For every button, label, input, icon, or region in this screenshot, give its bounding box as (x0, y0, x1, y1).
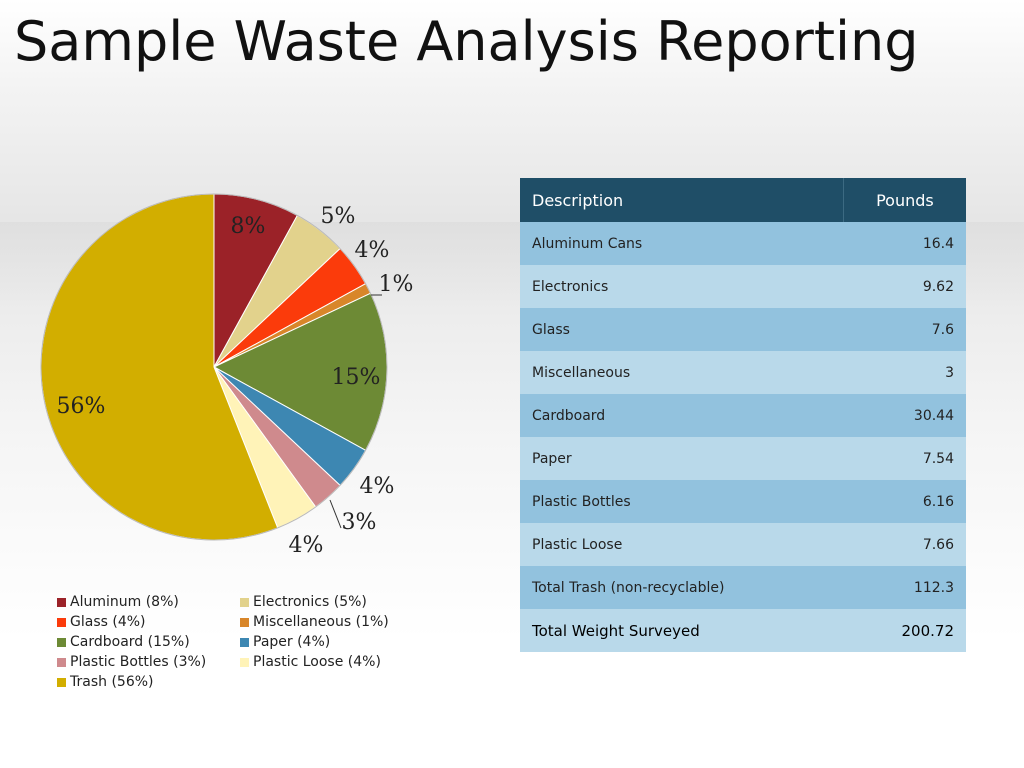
legend-item-cardboard: Cardboard (15%) (57, 632, 190, 652)
table-row: Electronics 9.62 (520, 265, 966, 308)
chart-legend: Aluminum (8%) Electronics (5%) Glass (4%) M… (57, 592, 417, 697)
cell-pounds: 3 (843, 351, 966, 394)
table-row: Plastic Loose 7.66 (520, 523, 966, 566)
legend-item-aluminum: Aluminum (8%) (57, 592, 179, 612)
cell-pounds: 7.66 (843, 523, 966, 566)
legend-item-glass: Glass (4%) (57, 612, 146, 632)
cell-description: Cardboard (520, 394, 844, 437)
table-row: Total Trash (non-recyclable) 112.3 (520, 566, 966, 609)
cell-description: Miscellaneous (520, 351, 844, 394)
pie-rim (40, 193, 388, 541)
table-row: Miscellaneous 3 (520, 351, 966, 394)
legend-swatch (57, 617, 66, 627)
cell-pounds: 30.44 (843, 394, 966, 437)
legend-item-electronics: Electronics (5%) (240, 592, 367, 612)
legend-label: Aluminum (8%) (70, 594, 179, 610)
legend-swatch (57, 657, 66, 667)
cell-pounds: 7.54 (843, 437, 966, 480)
legend-label: Glass (4%) (70, 614, 146, 630)
table-total-row: Total Weight Surveyed 200.72 (520, 609, 966, 652)
legend-swatch (240, 597, 249, 607)
legend-swatch (57, 637, 66, 647)
table-row: Cardboard 30.44 (520, 394, 966, 437)
legend-label: Paper (4%) (253, 634, 331, 650)
legend-label: Plastic Loose (4%) (253, 654, 381, 670)
data-label-aluminum: 8% (231, 214, 266, 239)
data-label-plastic-loose: 4% (289, 533, 324, 558)
data-label-trash: 56% (57, 394, 106, 419)
header-pounds: Pounds (842, 178, 966, 222)
legend-label: Miscellaneous (1%) (253, 614, 389, 630)
cell-description: Paper (520, 437, 844, 480)
legend-label: Trash (56%) (70, 674, 154, 690)
cell-description: Glass (520, 308, 844, 351)
data-label-electronics: 5% (321, 204, 356, 229)
cell-description: Aluminum Cans (520, 222, 844, 265)
legend-item-paper: Paper (4%) (240, 632, 330, 652)
waste-table: Description Pounds Aluminum Cans 16.4 Elec… (520, 178, 966, 652)
table-row: Paper 7.54 (520, 437, 966, 480)
slide-title: Sample Waste Analysis Reporting (14, 10, 919, 73)
legend-label: Cardboard (15%) (70, 634, 190, 650)
legend-item-miscellaneous: Miscellaneous (1%) (240, 612, 389, 632)
cell-description: Electronics (520, 265, 844, 308)
cell-description: Plastic Loose (520, 523, 844, 566)
pie-chart: 8% 5% 4% 1% 15% 4% 3% 4% 56% (40, 193, 414, 558)
total-label: Total Weight Surveyed (520, 609, 844, 652)
leader-line-plastic-bottles (329, 499, 342, 529)
table-row: Glass 7.6 (520, 308, 966, 351)
cell-description: Plastic Bottles (520, 480, 844, 523)
table-row: Plastic Bottles 6.16 (520, 480, 966, 523)
cell-pounds: 6.16 (843, 480, 966, 523)
header-description: Description (520, 178, 844, 222)
table-row: Aluminum Cans 16.4 (520, 222, 966, 265)
cell-pounds: 7.6 (843, 308, 966, 351)
cell-pounds: 112.3 (843, 566, 966, 609)
data-label-plastic-bottles: 3% (342, 510, 377, 535)
legend-label: Plastic Bottles (3%) (70, 654, 207, 670)
cell-pounds: 16.4 (843, 222, 966, 265)
legend-label: Electronics (5%) (253, 594, 367, 610)
legend-swatch (240, 617, 249, 627)
data-label-glass: 4% (355, 238, 390, 263)
data-label-cardboard: 15% (332, 365, 381, 390)
data-label-paper: 4% (360, 474, 395, 499)
legend-item-trash: Trash (56%) (57, 672, 154, 692)
cell-description: Total Trash (non-recyclable) (520, 566, 844, 609)
total-value: 200.72 (843, 609, 966, 652)
table-header-row: Description Pounds (520, 178, 966, 222)
legend-item-plastic-bottles: Plastic Bottles (3%) (57, 652, 206, 672)
legend-item-plastic-loose: Plastic Loose (4%) (240, 652, 381, 672)
legend-swatch (240, 657, 249, 667)
legend-swatch (240, 637, 249, 647)
legend-swatch (57, 677, 66, 687)
data-label-miscellaneous: 1% (379, 272, 414, 297)
cell-pounds: 9.62 (843, 265, 966, 308)
legend-swatch (57, 597, 66, 607)
